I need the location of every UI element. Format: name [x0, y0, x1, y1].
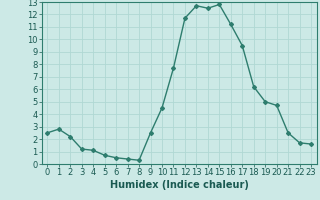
X-axis label: Humidex (Indice chaleur): Humidex (Indice chaleur)	[110, 180, 249, 190]
